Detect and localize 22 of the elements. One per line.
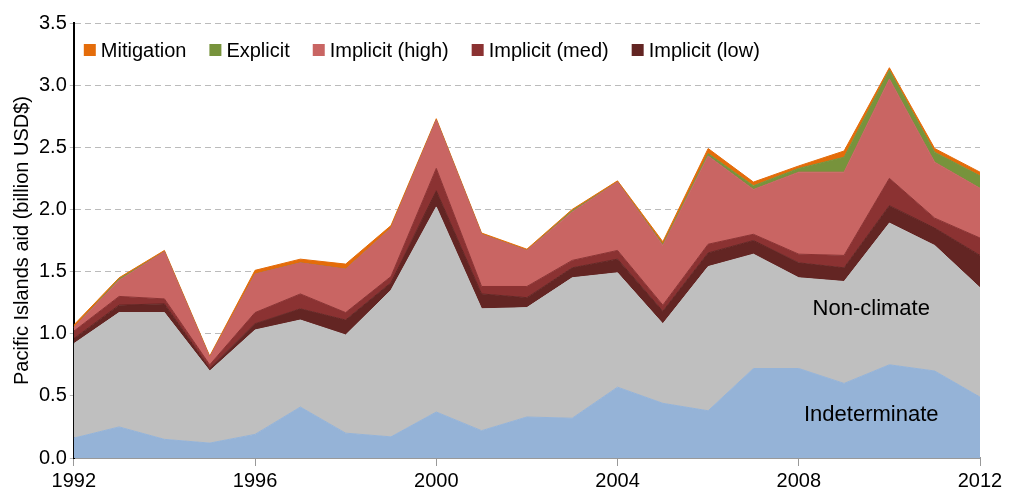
x-tick-label: 2012 [957,468,1003,491]
legend-label: Implicit (high) [329,38,449,61]
y-tick-label: 3.0 [38,72,67,95]
y-tick-label: 0.5 [38,383,67,406]
y-tick-label: 2.0 [38,196,67,219]
y-tick-label: 2.5 [38,134,67,157]
x-tick-label: 1992 [51,468,97,491]
y-axis-title: Pacific Islands aid (billion USD$) [9,95,32,386]
legend-label: Implicit (med) [488,38,609,61]
y-tick-label: 1.5 [38,259,67,282]
y-tick-label: 1.0 [38,321,67,344]
legend-label: Explicit [226,38,291,61]
x-tick-label: 2004 [595,468,640,491]
legend-label: Mitigation [100,38,187,61]
y-tick-label: 3.5 [38,10,67,33]
series-label: Indeterminate [803,401,939,427]
y-tick-label: 0.0 [38,445,67,468]
x-tick-label: 2008 [776,468,822,491]
x-tick-label: 2000 [414,468,459,491]
series-label: Non-climate [812,295,930,321]
x-tick-label: 1996 [232,468,278,491]
legend-label: Implicit (low) [648,38,760,61]
